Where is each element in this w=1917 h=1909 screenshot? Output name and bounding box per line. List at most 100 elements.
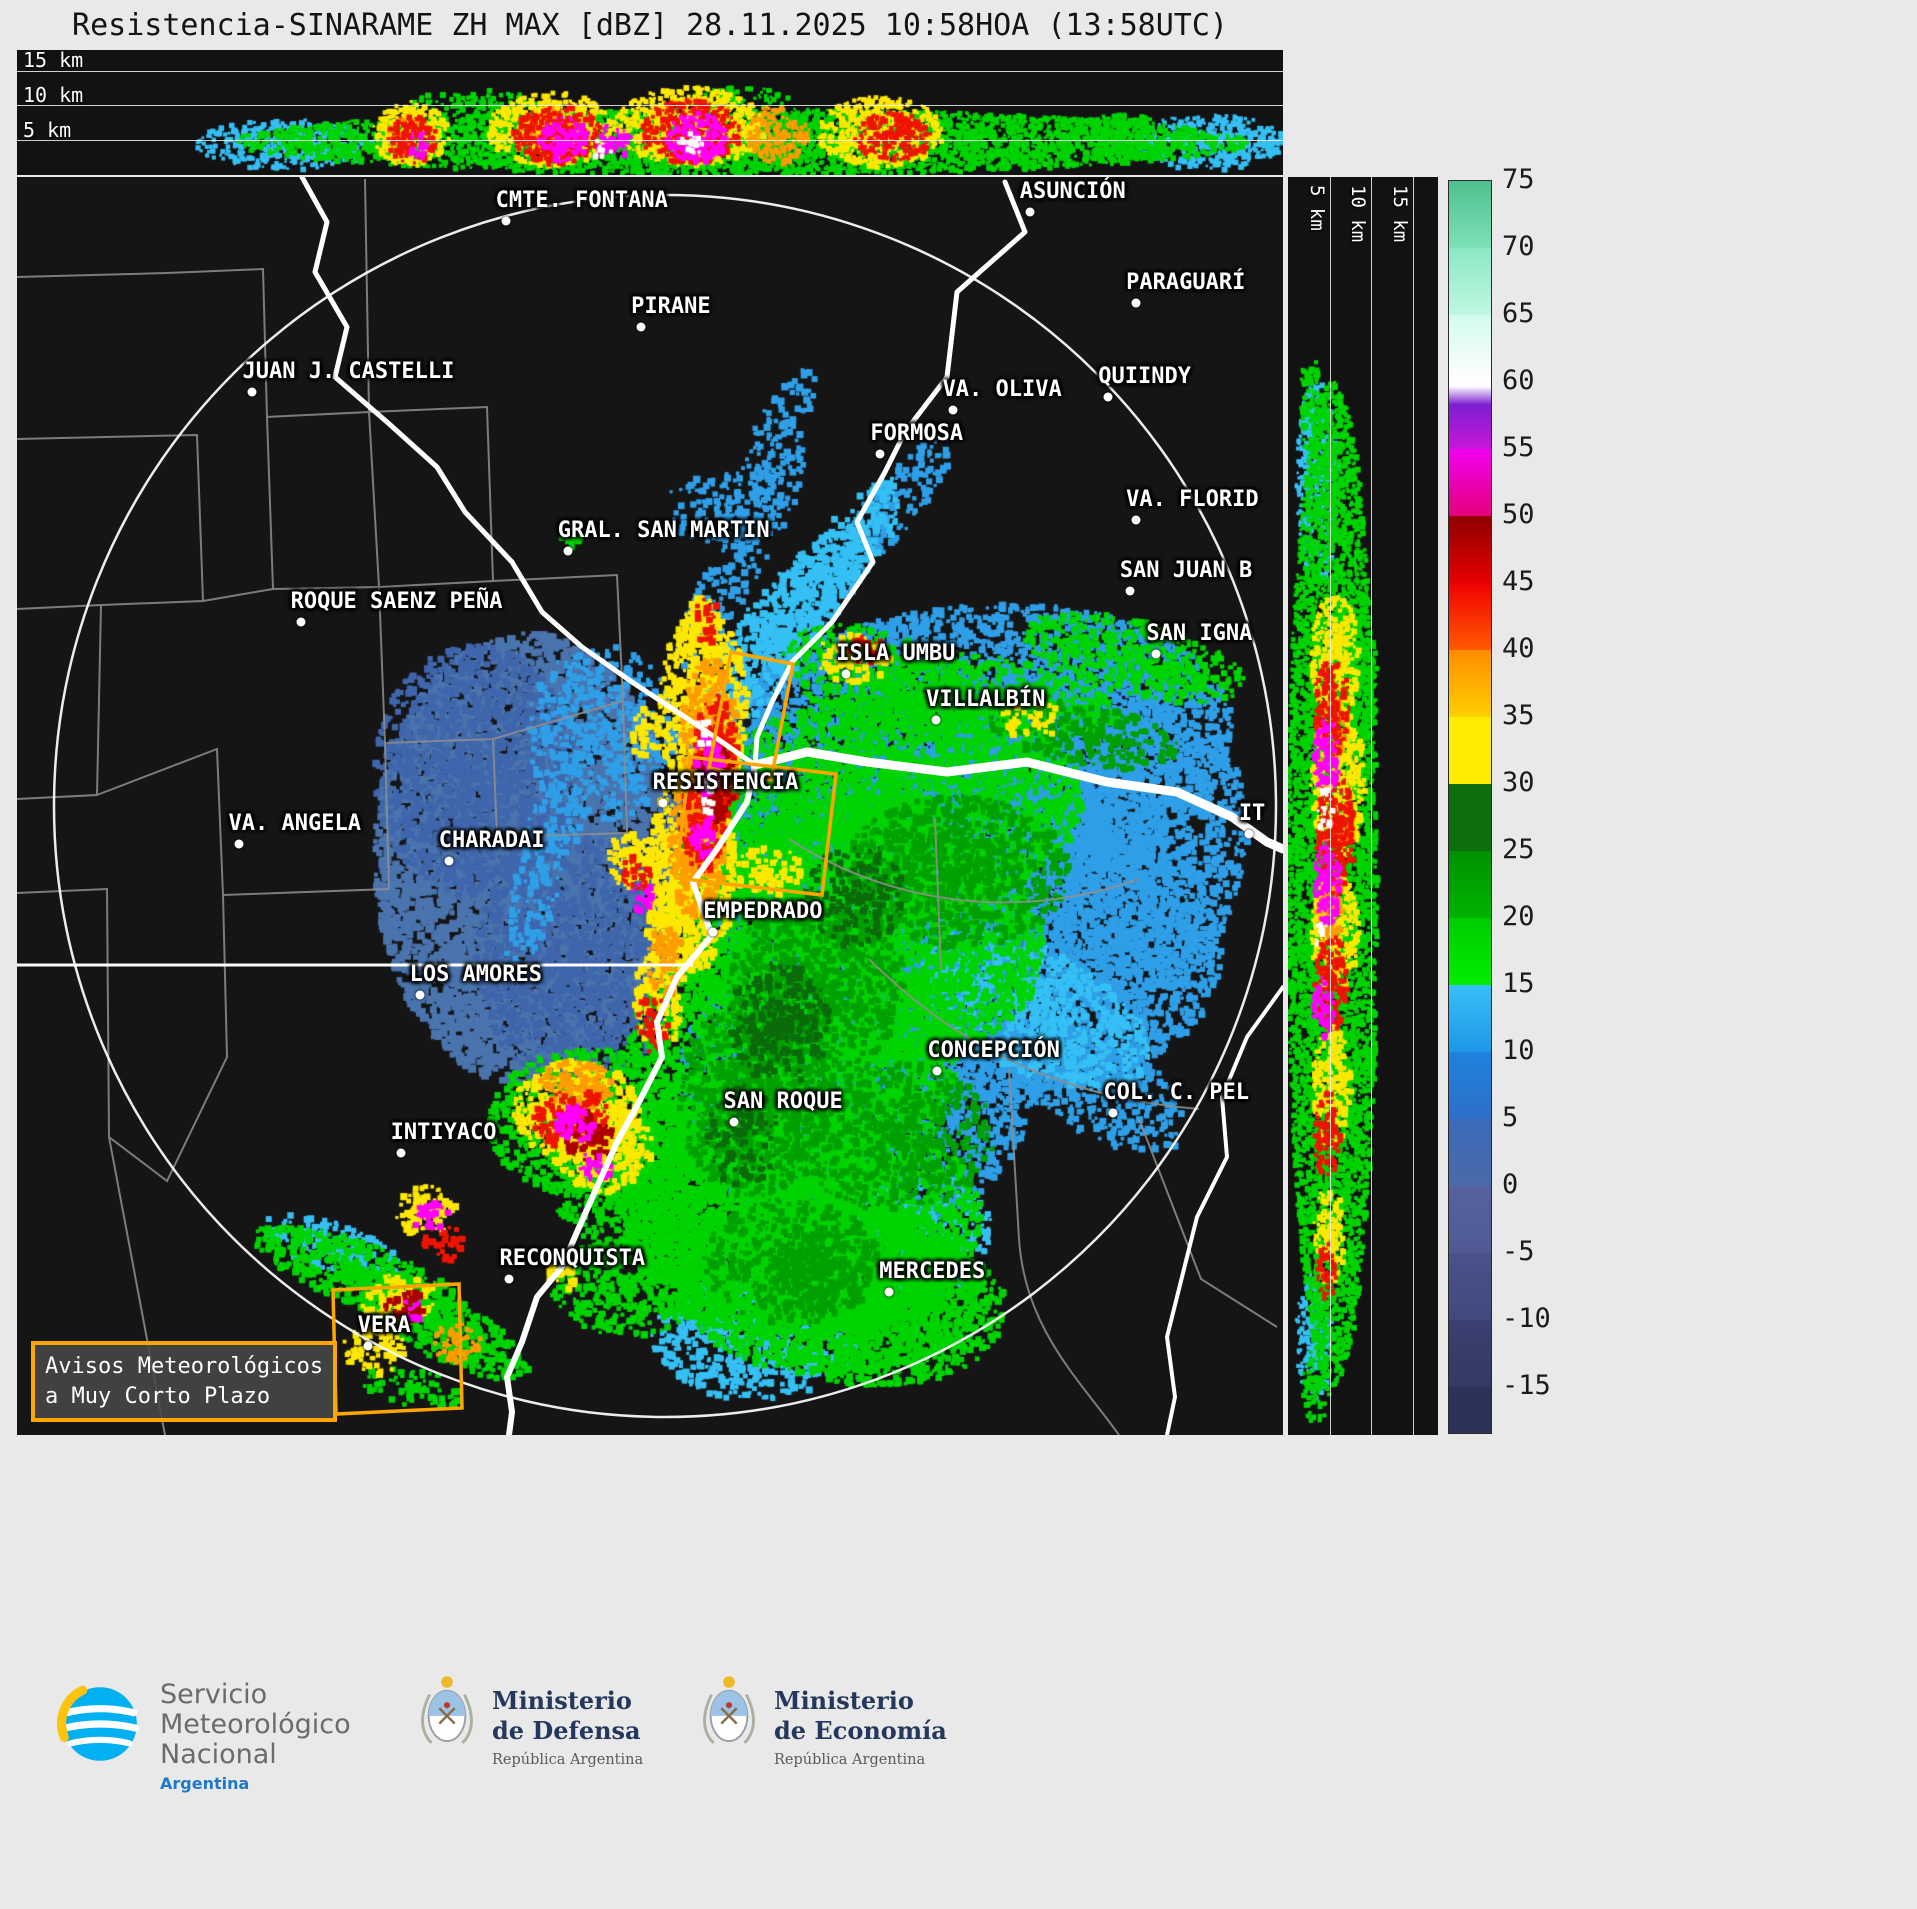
city-label: IT — [1238, 800, 1266, 826]
smn-name-line2: Meteorológico — [160, 1709, 351, 1741]
city-label: PARAGUARÍ — [1126, 269, 1246, 295]
colorbar-tick-labels: 75 70 65 60 55 50 45 40 35 30 25 20 15 10 5 0 -5 -10 -15 — [1502, 164, 1612, 1470]
warning-legend: Avisos Meteorológicos a Muy Corto Plazo — [31, 1341, 338, 1423]
city-dot — [841, 669, 851, 679]
city-label: COL. C. PEL — [1103, 1079, 1250, 1105]
alt-gridline-15km-v — [1413, 177, 1414, 1435]
economia-subtitle: República Argentina — [774, 1752, 926, 1768]
city-dot — [931, 715, 941, 725]
top-profile-canvas — [17, 50, 1283, 175]
city-dot — [1125, 586, 1135, 596]
city-label: VERA — [357, 1312, 411, 1338]
colorbar-segment — [1449, 1186, 1491, 1253]
city-dot — [948, 405, 958, 415]
alt-label-15km: 15 km — [23, 50, 84, 72]
colorbar-segment — [1449, 717, 1491, 784]
warning-legend-line1: Avisos Meteorológicos — [45, 1354, 324, 1379]
ministerio-economia-block: Ministerio de Economía República Argenti… — [700, 1672, 947, 1768]
alt-gridline-15km — [17, 71, 1283, 72]
footer: Servicio Meteorológico Nacional Argentin… — [0, 1672, 1917, 1832]
colorbar-tick: 5 — [1502, 1102, 1519, 1133]
city-label: ASUNCIÓN — [1019, 179, 1126, 205]
city-dot — [1151, 649, 1161, 659]
colorbar-segment — [1449, 382, 1491, 449]
smn-logo-icon — [57, 1685, 140, 1761]
city-dot — [1108, 1108, 1118, 1118]
alt-label-10km-v: 10 km — [1347, 185, 1369, 243]
vertical-profile-right-panel: 5 km 10 km 15 km — [1288, 177, 1438, 1435]
city-dot — [444, 856, 454, 866]
city-label: RESISTENCIA — [652, 770, 799, 796]
colorbar-tick: 15 — [1502, 968, 1535, 999]
ministerio-defensa-block: Ministerio de Defensa República Argentin… — [418, 1672, 643, 1768]
city-dot — [504, 1274, 514, 1284]
coat-of-arms-icon — [703, 1676, 755, 1744]
smn-name: Servicio Meteorológico Nacional Argentin… — [160, 1679, 351, 1793]
city-dot — [1131, 515, 1141, 525]
smn-name-line1: Servicio — [160, 1679, 268, 1710]
colorbar-tick: 30 — [1502, 767, 1535, 798]
radar-range-ring — [52, 193, 1278, 1419]
right-profile-canvas — [1288, 177, 1438, 1435]
city-label: VA. OLIVA — [942, 376, 1062, 402]
colorbar-tick: 20 — [1502, 901, 1535, 932]
colorbar-tick: 55 — [1502, 432, 1535, 463]
colorbar-tick: 10 — [1502, 1035, 1535, 1066]
city-label: FORMOSA — [870, 420, 964, 446]
alt-gridline-5km-v — [1330, 177, 1331, 1435]
colorbar-segment — [1449, 315, 1491, 382]
city-dot — [708, 927, 718, 937]
colorbar-segment — [1449, 181, 1491, 248]
city-dot — [1244, 829, 1254, 839]
colorbar-tick: -15 — [1502, 1370, 1551, 1401]
smn-country: Argentina — [160, 1773, 250, 1793]
defensa-title-line1: Ministerio — [492, 1686, 632, 1715]
colorbar-segment — [1449, 650, 1491, 717]
colorbar-tick: 40 — [1502, 633, 1535, 664]
city-dot — [1131, 298, 1141, 308]
colorbar-segment — [1449, 985, 1491, 1052]
colorbar-tick: 60 — [1502, 365, 1535, 396]
city-label: JUAN J. CASTELLI — [242, 359, 455, 385]
colorbar-segment — [1449, 248, 1491, 315]
radar-map-panel: CMTE. FONTANA ASUNCIÓN PIRANE PARAGUARÍ JUAN… — [17, 177, 1283, 1435]
city-label: MERCEDES — [879, 1258, 986, 1284]
dbz-colorbar — [1448, 180, 1492, 1434]
colorbar-segment — [1449, 851, 1491, 918]
warning-legend-line2: a Muy Corto Plazo — [45, 1383, 271, 1409]
city-layer: CMTE. FONTANA ASUNCIÓN PIRANE PARAGUARÍ JUAN… — [17, 177, 1283, 1435]
colorbar-tick: 25 — [1502, 834, 1535, 865]
colorbar-segment — [1449, 1320, 1491, 1387]
city-label: ROQUE SAENZ PEÑA — [290, 589, 503, 615]
city-label: ISLA UMBU — [836, 640, 956, 666]
colorbar-tick: 45 — [1502, 566, 1535, 597]
city-label: CONCEPCIÓN — [927, 1038, 1060, 1064]
city-dot — [396, 1148, 406, 1158]
city-label: EMPEDRADO — [703, 898, 823, 924]
alt-gridline-5km — [17, 140, 1283, 141]
city-label: GRAL. SAN MARTIN — [557, 517, 770, 543]
colorbar-segment — [1449, 784, 1491, 851]
city-dot — [1025, 207, 1035, 217]
colorbar-segment — [1449, 583, 1491, 650]
city-label: VA. FLORID — [1126, 487, 1259, 513]
colorbar-tick: 65 — [1502, 298, 1535, 329]
colorbar-segment — [1449, 516, 1491, 583]
city-label: VILLALBÍN — [926, 687, 1046, 713]
city-label: CMTE. FONTANA — [495, 188, 668, 214]
colorbar-segment — [1449, 1119, 1491, 1186]
warning-polygon-resistencia-north — [706, 649, 796, 783]
colorbar-tick: -5 — [1502, 1236, 1535, 1267]
colorbar-tick: -10 — [1502, 1303, 1551, 1334]
colorbar-tick: 0 — [1502, 1169, 1519, 1200]
city-label: LOS AMORES — [409, 961, 543, 987]
city-label: INTIYACO — [390, 1120, 497, 1146]
city-dot — [636, 322, 646, 332]
city-label: SAN ROQUE — [723, 1088, 843, 1114]
city-label: PIRANE — [631, 293, 711, 319]
city-label: SAN IGNA — [1146, 620, 1253, 646]
city-dot — [247, 387, 257, 397]
city-dot — [884, 1287, 894, 1297]
city-dot — [363, 1341, 373, 1351]
